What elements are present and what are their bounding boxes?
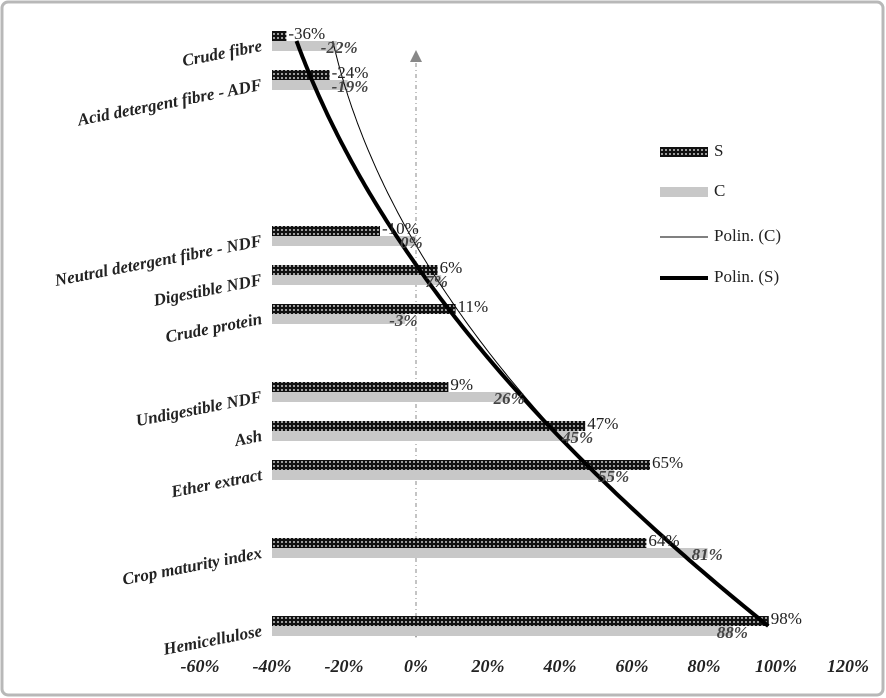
bar xyxy=(272,548,708,558)
bar xyxy=(272,304,456,314)
bar xyxy=(272,70,330,80)
bar xyxy=(272,626,733,636)
value-label: 64% xyxy=(648,531,679,550)
x-tick-label: 0% xyxy=(404,656,428,676)
value-label: 88% xyxy=(717,623,748,642)
bar xyxy=(272,275,442,285)
value-label: 6% xyxy=(440,258,463,277)
value-label: 65% xyxy=(652,453,683,472)
legend-label: Polin. (C) xyxy=(714,226,781,245)
x-tick-label: -60% xyxy=(181,656,220,676)
value-label: -10% xyxy=(382,219,419,238)
bar xyxy=(272,31,287,41)
bar xyxy=(272,226,380,236)
value-label: 7% xyxy=(425,272,448,291)
x-tick-label: -20% xyxy=(325,656,364,676)
legend-label: Polin. (S) xyxy=(714,267,779,286)
bar xyxy=(272,80,348,90)
bar xyxy=(272,382,449,392)
x-tick-label: 20% xyxy=(471,656,505,676)
value-label: 11% xyxy=(458,297,489,316)
value-label: 26% xyxy=(493,389,525,408)
legend-swatch xyxy=(660,187,708,197)
value-label: 45% xyxy=(561,428,593,447)
value-label: -22% xyxy=(321,38,358,57)
bar xyxy=(272,392,510,402)
value-label: -36% xyxy=(288,24,325,43)
bar xyxy=(272,421,586,431)
bar xyxy=(272,616,769,626)
value-label: -3% xyxy=(389,311,417,330)
bar xyxy=(272,41,337,51)
value-label: 81% xyxy=(692,545,723,564)
bar xyxy=(272,236,416,246)
bar xyxy=(272,460,650,470)
bar xyxy=(272,265,438,275)
value-label: -19% xyxy=(332,77,369,96)
bar xyxy=(272,314,406,324)
x-tick-label: 40% xyxy=(543,656,577,676)
value-label: -24% xyxy=(332,63,369,82)
value-label: 9% xyxy=(450,375,473,394)
bar xyxy=(272,470,614,480)
value-label: 55% xyxy=(598,467,629,486)
x-tick-label: 80% xyxy=(688,656,721,676)
x-tick-label: 100% xyxy=(755,656,797,676)
x-tick-label: -40% xyxy=(253,656,292,676)
value-label: 0% xyxy=(400,233,423,252)
bar xyxy=(272,431,578,441)
arrow-up xyxy=(410,50,422,62)
bar xyxy=(272,538,647,548)
legend-label: S xyxy=(714,141,723,160)
trendline xyxy=(294,40,770,628)
x-tick-label: 120% xyxy=(827,656,869,676)
legend-swatch xyxy=(660,147,708,157)
value-label: 47% xyxy=(587,414,618,433)
legend-label: C xyxy=(714,181,725,200)
x-tick-label: 60% xyxy=(616,656,649,676)
value-label: 98% xyxy=(771,609,802,628)
